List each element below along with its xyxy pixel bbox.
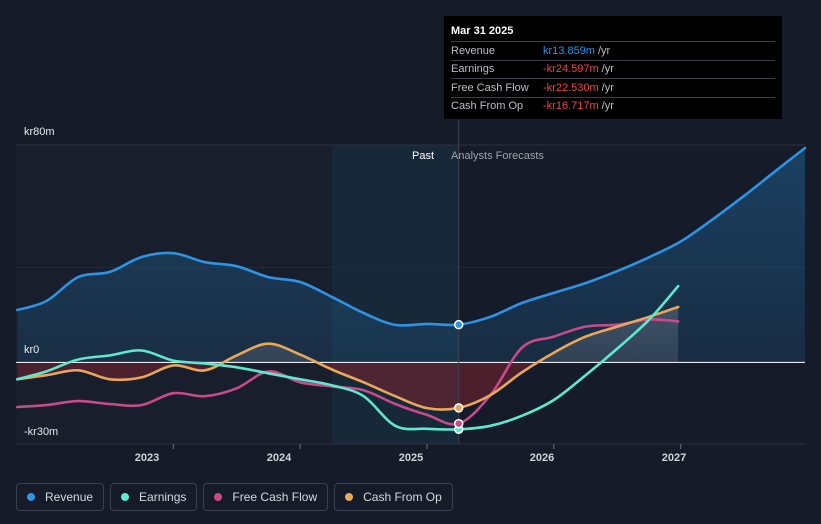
y-tick-label-zero: kr0 bbox=[24, 344, 40, 356]
tooltip: Mar 31 2025 Revenue kr13.859m /yr Earnin… bbox=[444, 16, 782, 119]
legend-label: Earnings bbox=[139, 490, 187, 504]
series-line-earnings bbox=[16, 284, 680, 431]
series-line-revenue bbox=[16, 146, 807, 327]
legend-item-free-cash-flow[interactable]: Free Cash Flow bbox=[203, 483, 329, 511]
positive-area bbox=[223, 307, 679, 363]
revenue-dot-icon bbox=[27, 493, 35, 501]
earnings-dot-icon bbox=[121, 493, 130, 501]
y-tick-label-top: kr80m bbox=[24, 126, 55, 138]
tooltip-unit: /yr bbox=[597, 44, 611, 57]
tooltip-label: Revenue bbox=[451, 44, 496, 57]
legend-label: Free Cash Flow bbox=[232, 490, 318, 504]
legend-label: Revenue bbox=[45, 490, 94, 504]
x-tick-label-2024: 2024 bbox=[266, 452, 292, 464]
revenue-area bbox=[17, 148, 805, 363]
tooltip-row-fcf: Free Cash Flow -kr22.530m /yr bbox=[451, 78, 775, 97]
free-cash-flow-dot-icon bbox=[214, 493, 223, 501]
tooltip-date: Mar 31 2025 bbox=[451, 25, 514, 37]
highlight-point-cash-from-op bbox=[453, 403, 464, 413]
legend-item-revenue[interactable]: Revenue bbox=[16, 483, 105, 511]
series-line-cash-from-op bbox=[16, 305, 680, 411]
tooltip-row-revenue: Revenue kr13.859m /yr bbox=[451, 41, 775, 60]
y-tick-label-bottom: -kr30m bbox=[24, 426, 59, 438]
past-label: Past bbox=[412, 150, 435, 162]
tooltip-label: Cash From Op bbox=[451, 100, 524, 113]
x-tick-label-2026: 2026 bbox=[529, 452, 555, 464]
tooltip-row-cfo: Cash From Op -kr16.717m /yr bbox=[451, 96, 775, 116]
tooltip-row-earnings: Earnings -kr24.597m /yr bbox=[451, 59, 775, 79]
tooltip-unit: /yr bbox=[601, 100, 614, 113]
cash-from-op-dot-icon bbox=[345, 493, 354, 501]
negative-area bbox=[17, 362, 679, 410]
legend: Revenue Earnings Free Cash Flow Cash Fro… bbox=[16, 483, 453, 511]
x-tick-label-2027: 2027 bbox=[661, 452, 687, 464]
legend-label: Cash From Op bbox=[363, 490, 442, 504]
tooltip-value: -kr24.597m bbox=[543, 63, 599, 76]
highlight-point-revenue bbox=[453, 319, 464, 330]
x-tick-label-2023: 2023 bbox=[134, 452, 160, 464]
forecast-label: Analysts Forecasts bbox=[451, 150, 544, 162]
tooltip-unit: /yr bbox=[601, 81, 614, 94]
legend-item-cash-from-op[interactable]: Cash From Op bbox=[334, 483, 453, 511]
tooltip-label: Free Cash Flow bbox=[451, 81, 529, 94]
legend-item-earnings[interactable]: Earnings bbox=[110, 483, 198, 511]
series-line-free-cash-flow bbox=[16, 318, 680, 426]
highlight-point-free-cash-flow bbox=[453, 418, 464, 429]
tooltip-value: kr13.859m bbox=[543, 44, 595, 57]
tooltip-label: Earnings bbox=[451, 63, 495, 76]
x-tick-label-2025: 2025 bbox=[398, 452, 424, 464]
tooltip-unit: /yr bbox=[601, 63, 614, 76]
tooltip-value: -kr16.717m bbox=[543, 100, 599, 113]
tooltip-value: -kr22.530m bbox=[543, 81, 599, 94]
